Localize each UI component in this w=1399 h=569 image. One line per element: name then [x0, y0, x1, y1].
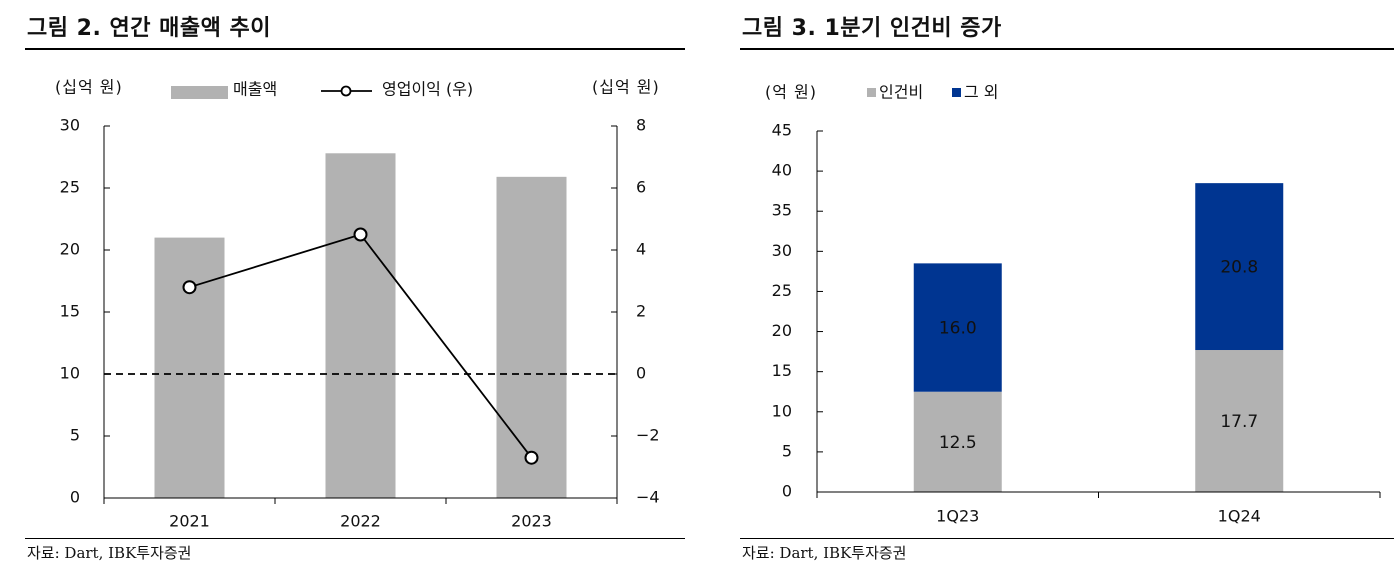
right-tick-label: −2: [636, 426, 660, 445]
bar-value-label: 20.8: [1220, 258, 1258, 278]
x-tick-label: 1Q23: [936, 507, 979, 526]
left-axis-unit: (십억 원): [55, 78, 123, 97]
source-rule: [25, 538, 685, 539]
stacked-bar-segment: [913, 263, 1002, 392]
x-tick-label: 2022: [340, 512, 381, 531]
left-tick-label: 0: [70, 488, 80, 507]
left-tick-label: 30: [60, 116, 80, 135]
figure-3-panel: 그림 3. 1분기 인건비 증가 12.5 16.0 17.7 20.8 0 5 10 15 2…: [735, 0, 1399, 569]
bar-value-label: 12.5: [939, 433, 977, 453]
right-tick-label: −4: [636, 488, 660, 507]
figure-2-panel: 그림 2. 연간 매출액 추이 0 5 10 15 20 25 30 −4 −2 0 2 4 6 8 202…: [0, 0, 690, 569]
y-tick-label: 15: [772, 361, 792, 380]
legend-other-label: 그 외: [964, 83, 999, 102]
operating-profit-point: [182, 280, 197, 295]
revenue-bar: [325, 153, 396, 498]
bar-value-label: 16.0: [939, 319, 977, 339]
operating-profit-point: [353, 227, 368, 242]
stacked-bar-segment: [1195, 350, 1284, 492]
y-tick-label: 5: [782, 441, 792, 460]
stacked-bar-segment: [1195, 183, 1284, 351]
legend-labor-label: 인건비: [879, 83, 923, 102]
revenue-chart: 0 5 10 15 20 25 30 −4 −2 0 2 4 6 8 2021 2022 2023 (십억 원) (…: [55, 78, 660, 531]
legend-other-swatch: [952, 88, 961, 97]
operating-profit-point: [524, 450, 539, 465]
right-axis-unit: (십억 원): [592, 78, 660, 97]
right-tick-label: 0: [636, 364, 646, 383]
figure-title: 그림 3. 1분기 인건비 증가: [742, 16, 1002, 41]
legend-labor-swatch: [867, 88, 876, 97]
y-tick-label: 35: [772, 201, 792, 220]
source-note: 자료: Dart, IBK투자증권: [27, 544, 192, 562]
left-tick-label: 15: [60, 302, 80, 321]
source-rule: [740, 538, 1394, 539]
right-tick-label: 8: [636, 116, 646, 135]
y-axis-unit: (억 원): [765, 83, 817, 102]
y-tick-label: 0: [782, 482, 792, 501]
left-tick-label: 10: [60, 364, 80, 383]
revenue-bar: [154, 237, 225, 498]
right-tick-label: 6: [636, 178, 646, 197]
bar-value-label: 17.7: [1220, 412, 1258, 432]
title-rule: [740, 48, 1394, 50]
left-tick-label: 25: [60, 178, 80, 197]
title-rule: [25, 48, 685, 50]
legend-profit-label: 영업이익 (우): [382, 80, 473, 99]
source-note: 자료: Dart, IBK투자증권: [742, 544, 907, 562]
x-tick-label: 2023: [511, 512, 552, 531]
revenue-bar: [496, 176, 567, 498]
y-tick-label: 40: [772, 161, 792, 180]
x-tick-label: 1Q24: [1218, 507, 1261, 526]
legend-revenue-label: 매출액: [233, 80, 277, 99]
legend-profit-marker: [340, 85, 352, 97]
y-tick-label: 30: [772, 241, 792, 260]
right-tick-label: 2: [636, 302, 646, 321]
labor-cost-chart: 12.5 16.0 17.7 20.8 0 5 10 15 20 25 30 35 40 45 1Q23 1Q…: [765, 83, 1381, 526]
y-tick-label: 25: [772, 281, 792, 300]
y-tick-label: 20: [772, 321, 792, 340]
y-tick-label: 45: [772, 121, 792, 140]
left-tick-label: 5: [70, 426, 80, 445]
legend-revenue-swatch: [171, 86, 228, 99]
stacked-bar-segment: [913, 391, 1002, 492]
figure-title: 그림 2. 연간 매출액 추이: [27, 16, 271, 41]
left-tick-label: 20: [60, 240, 80, 259]
y-tick-label: 10: [772, 401, 792, 420]
right-tick-label: 4: [636, 240, 646, 259]
x-tick-label: 2021: [169, 512, 210, 531]
